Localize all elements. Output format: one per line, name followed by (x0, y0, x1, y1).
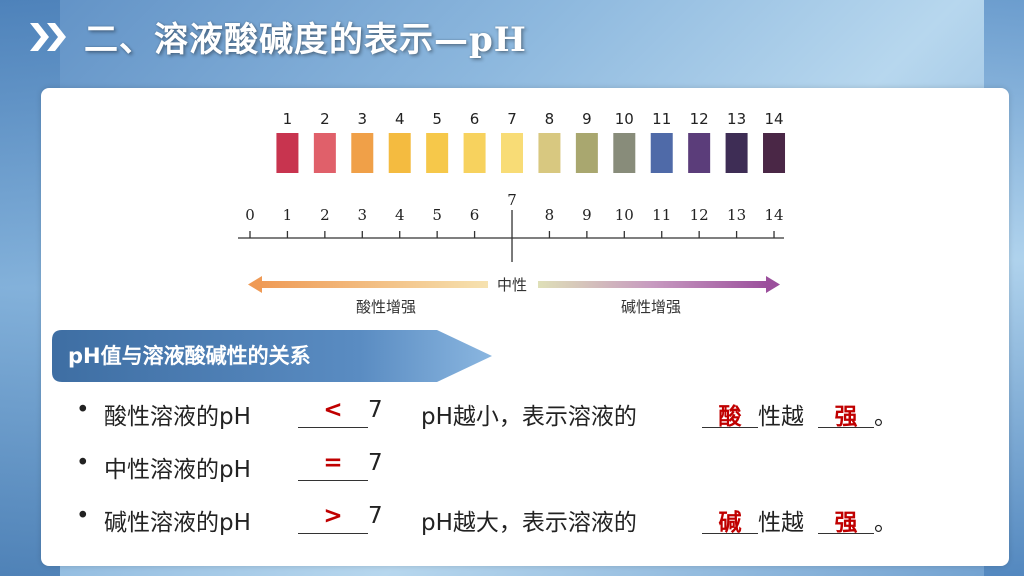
swatch-label: 10 (615, 110, 634, 128)
color-swatch (538, 133, 561, 173)
color-swatch (725, 133, 748, 173)
axis-tick-label: 11 (652, 206, 671, 224)
neutral-label: 中性 (497, 276, 527, 294)
base-seven: 7 (368, 503, 383, 529)
axis-tick-label: 10 (615, 206, 634, 224)
swatch-label: 6 (470, 110, 480, 128)
axis-tick-label: 0 (245, 206, 255, 224)
bullet: • (76, 450, 90, 476)
color-swatch (463, 133, 486, 173)
bullet: • (76, 397, 90, 423)
axis-tick-label: 12 (690, 206, 709, 224)
axis-tick-label: 8 (545, 206, 555, 224)
section-banner (52, 330, 492, 382)
acid-row: • 酸性溶液的pH < 7 pH越小，表示溶液的 酸 性越 强 。 (76, 397, 897, 437)
double-chevron-icon (30, 23, 66, 51)
acid-symbol: < (298, 397, 368, 428)
base-mid2: 性越 (758, 510, 804, 536)
acid-seven: 7 (368, 397, 383, 423)
acid-arrow-bar (258, 281, 488, 288)
color-swatch (763, 133, 786, 173)
swatch-label: 8 (545, 110, 555, 128)
color-swatch (688, 133, 711, 173)
base-arrow-head (766, 276, 780, 293)
slide-header: 二、溶液酸碱度的表示—pH (0, 0, 1024, 72)
base-symbol: > (298, 503, 368, 534)
swatch-label: 4 (395, 110, 405, 128)
base-prefix: 碱性溶液的pH (104, 510, 251, 536)
swatch-label: 14 (764, 110, 783, 128)
color-swatch (575, 133, 598, 173)
acid-description: pH越小，表示溶液的 (421, 404, 637, 430)
swatch-label: 13 (727, 110, 746, 128)
base-blank-type: 碱 (702, 503, 758, 536)
base-end: 。 (874, 510, 897, 536)
axis-tick-label: 13 (727, 206, 746, 224)
base-arrow-bar (538, 281, 768, 288)
acid-prefix: 酸性溶液的pH (104, 404, 251, 430)
neutral-prefix: 中性溶液的pH (104, 457, 251, 483)
base-description: pH越大，表示溶液的 (421, 510, 637, 536)
color-swatch (388, 133, 411, 173)
axis-tick-label: 14 (764, 206, 783, 224)
slide-title: 二、溶液酸碱度的表示—pH (84, 20, 527, 60)
color-swatch (276, 133, 299, 173)
bullet: • (76, 503, 90, 529)
base-label: 碱性增强 (621, 298, 681, 316)
axis-tick-label: 4 (395, 206, 405, 224)
content-panel (41, 88, 1009, 566)
neutral-row: • 中性溶液的pH = 7 (76, 450, 476, 490)
acid-blank-strength: 强 (818, 397, 874, 430)
acid-end: 。 (874, 404, 897, 430)
color-swatch (426, 133, 449, 173)
swatch-label: 2 (320, 110, 330, 128)
acid-blank-type: 酸 (702, 397, 758, 430)
base-row: • 碱性溶液的pH > 7 pH越大，表示溶液的 碱 性越 强 。 (76, 503, 897, 543)
color-swatch (650, 133, 673, 173)
acid-mid2: 性越 (758, 404, 804, 430)
axis-tick-label: 2 (320, 206, 330, 224)
color-swatch (613, 133, 636, 173)
color-swatch (313, 133, 336, 173)
axis-tick-label: 1 (283, 206, 293, 224)
axis-tick-label: 5 (432, 206, 442, 224)
base-blank-strength: 强 (818, 503, 874, 536)
color-swatch (501, 133, 524, 173)
section-title: pH值与溶液酸碱性的关系 (68, 344, 311, 368)
axis-tick-label: 3 (358, 206, 368, 224)
swatch-label: 5 (432, 110, 442, 128)
swatch-label: 3 (358, 110, 368, 128)
acid-label: 酸性增强 (356, 298, 416, 316)
swatch-label: 12 (690, 110, 709, 128)
swatch-label: 9 (582, 110, 592, 128)
neutral-seven: 7 (368, 450, 383, 476)
swatch-label: 7 (507, 110, 517, 128)
axis-tick-label: 9 (582, 206, 592, 224)
acid-arrow-head (248, 276, 262, 293)
neutral-mark-label: 7 (507, 191, 517, 209)
neutral-symbol: = (298, 450, 368, 481)
color-swatch (351, 133, 374, 173)
swatch-label: 1 (283, 110, 293, 128)
swatch-label: 11 (652, 110, 671, 128)
axis-tick-label: 6 (470, 206, 480, 224)
